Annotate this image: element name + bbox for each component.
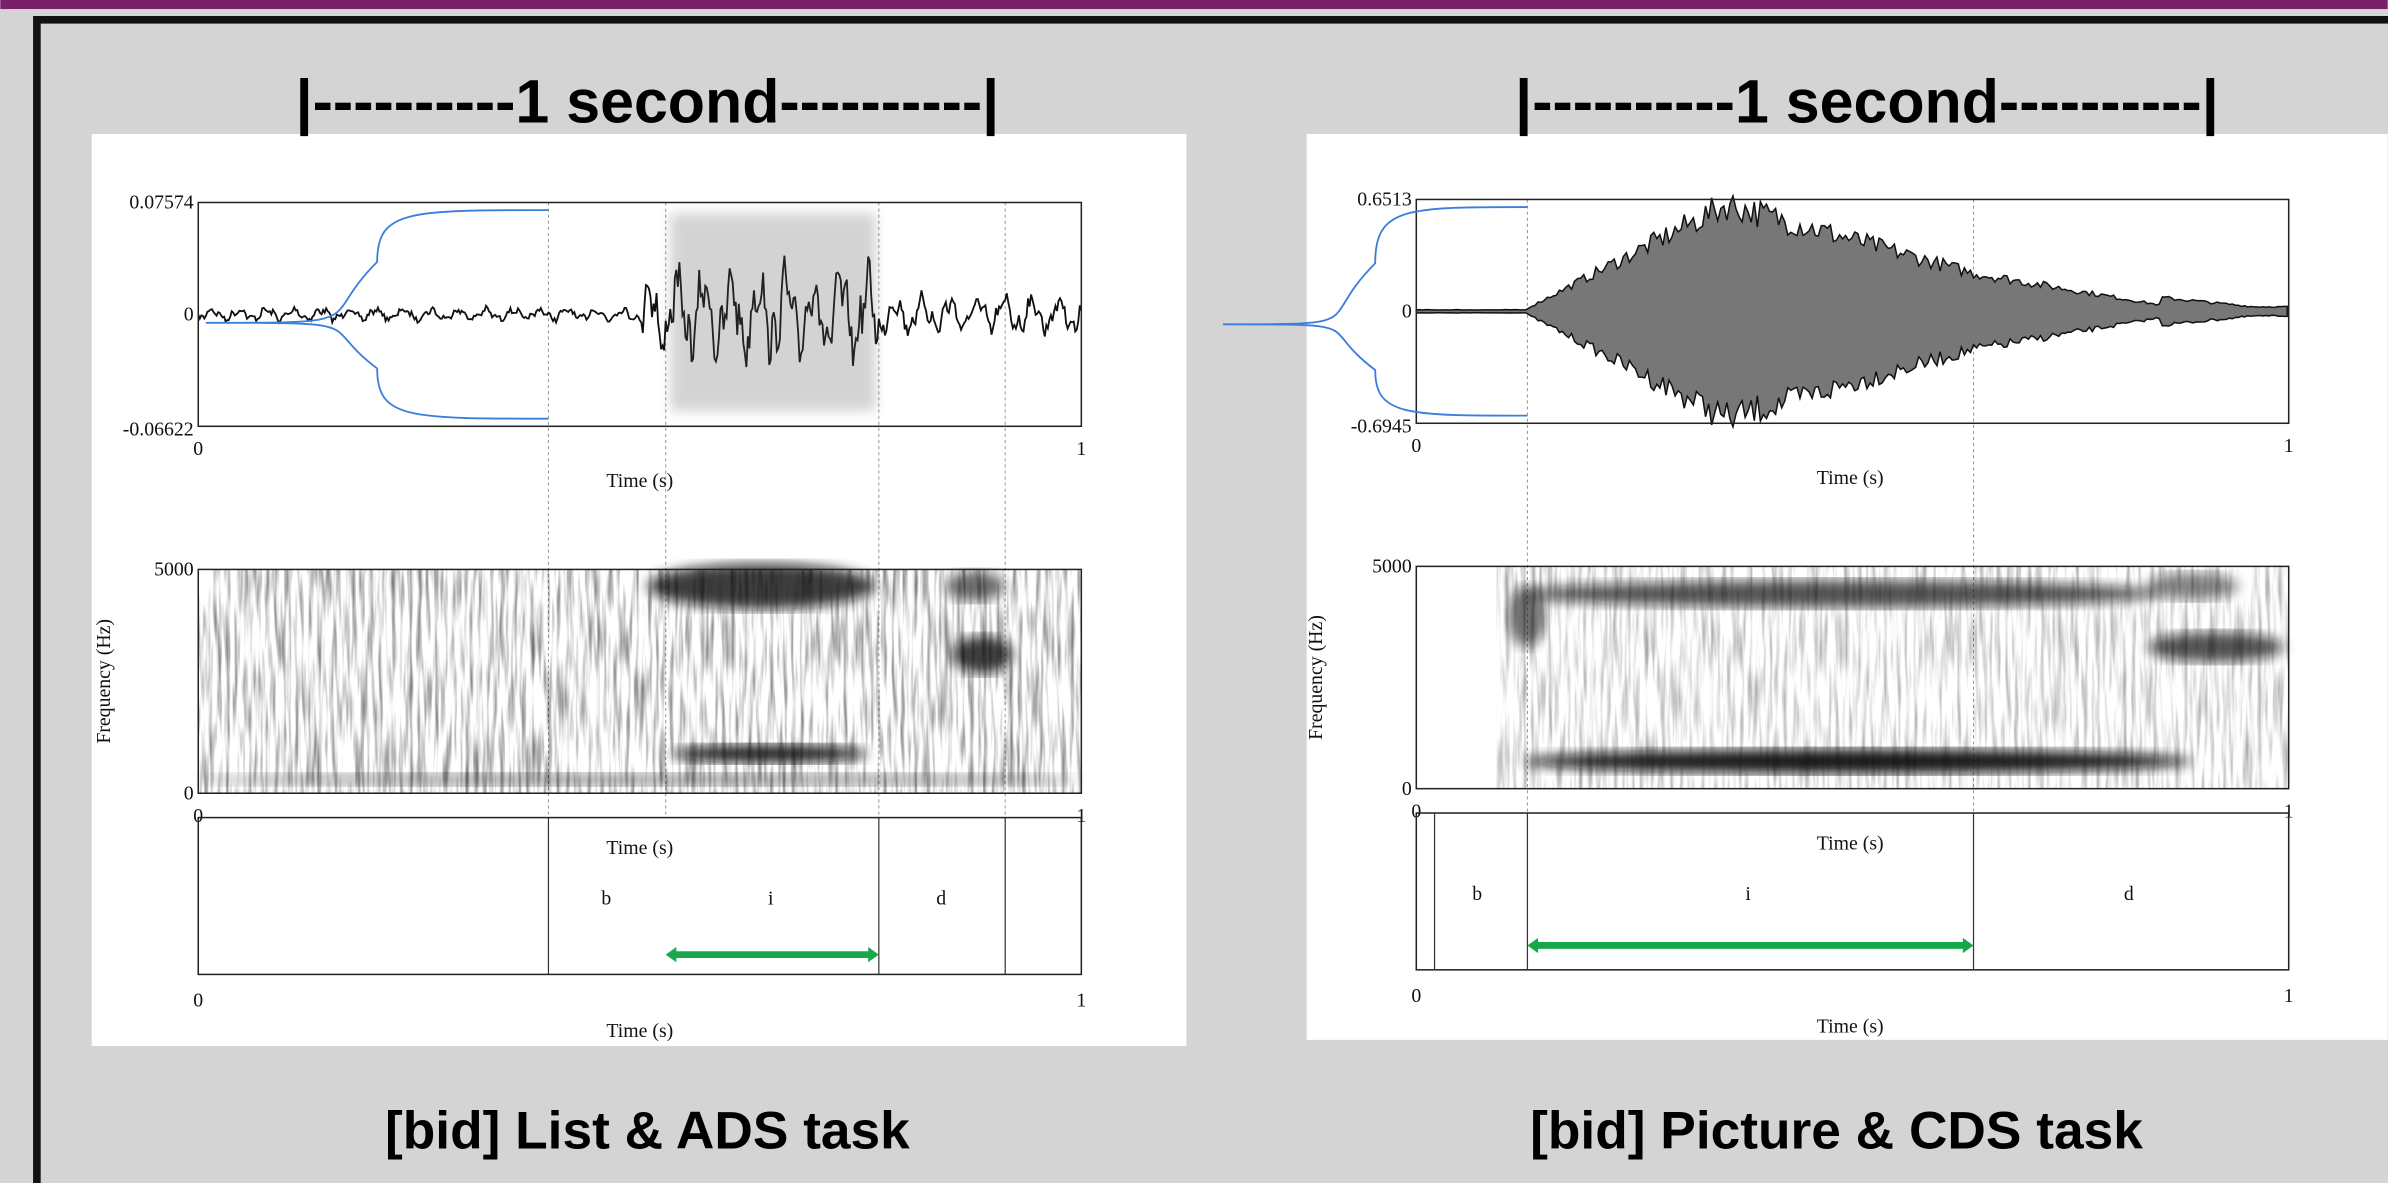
y-axis-label: Frequency (Hz)	[1305, 615, 1327, 740]
y-min-label: -0.6945	[1351, 415, 1412, 437]
x-start-label: 0	[193, 438, 203, 460]
gap	[0, 9, 2387, 15]
x-end-label: 1	[1076, 438, 1086, 460]
segment-label: d	[936, 887, 946, 909]
formant	[1523, 749, 2193, 773]
y-max-label: 0.6513	[1357, 189, 1412, 211]
y-min-label: 0	[1402, 778, 1412, 800]
top-stripe	[0, 0, 2387, 9]
waveform-dense	[670, 213, 876, 411]
x-end-label: 1	[2284, 435, 2294, 457]
segment-label: b	[601, 887, 611, 909]
caption: [bid] Picture & CDS task	[1530, 1101, 2143, 1160]
x-axis-label: Time (s)	[606, 837, 673, 859]
segment-label: b	[1472, 883, 1482, 905]
x-start-label: 0	[1411, 985, 1421, 1007]
x-start-label: 0	[193, 989, 203, 1011]
y-min-label: -0.06622	[123, 418, 194, 440]
x-start-label: 0	[1411, 435, 1421, 457]
x-axis-label: Time (s)	[606, 1020, 673, 1042]
y-zero-label: 0	[184, 303, 194, 325]
x-axis-label: Time (s)	[1817, 467, 1884, 489]
y-axis-label: Frequency (Hz)	[93, 619, 115, 744]
slide: |----------1 second----------| [bid] List…	[0, 0, 2388, 1183]
x-end-label: 1	[1076, 989, 1086, 1011]
y-max-label: 5000	[1372, 555, 1412, 577]
y-zero-label: 0	[1402, 300, 1412, 322]
y-min-label: 0	[184, 782, 194, 804]
formant	[1523, 580, 2162, 607]
page: {"panels":[ {"header":"|----------1 seco…	[0, 0, 2388, 1183]
caption: [bid] List & ADS task	[385, 1101, 910, 1160]
formant	[944, 571, 1005, 601]
segment-label: i	[1745, 883, 1751, 905]
spectrogram-noise	[198, 569, 1081, 793]
segment-label: d	[2124, 883, 2134, 905]
x-axis-label: Time (s)	[1817, 1015, 1884, 1037]
x-axis-label: Time (s)	[606, 470, 673, 492]
y-max-label: 5000	[154, 559, 194, 581]
x-axis-label: Time (s)	[1817, 833, 1884, 855]
formant	[670, 745, 868, 763]
formant	[952, 636, 1013, 674]
y-max-label: 0.07574	[129, 192, 193, 214]
formant	[198, 773, 1081, 785]
x-end-label: 1	[2284, 985, 2294, 1007]
segment-label: i	[768, 887, 774, 909]
formant	[2147, 572, 2238, 599]
header: |----------1 second----------|	[1515, 68, 2219, 138]
formant	[1508, 586, 1546, 647]
header: |----------1 second----------|	[296, 68, 1000, 138]
formant	[2147, 632, 2284, 662]
